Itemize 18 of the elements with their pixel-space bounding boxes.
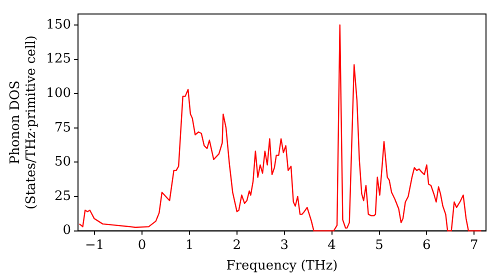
x-tick-label: 0	[138, 238, 146, 253]
y-tick-label: 150	[46, 17, 72, 32]
y-axis-title: Phonon DOS (States/THz·primitive cell)	[8, 35, 39, 210]
y-tick-label: 125	[46, 52, 72, 67]
y-tick-label: 25	[54, 188, 72, 204]
x-tick-label: 4	[328, 238, 336, 253]
x-axis-title: Frequency (THz)	[226, 258, 338, 274]
x-tick-label: 5	[375, 238, 384, 253]
x-tick-label: 7	[470, 238, 478, 253]
y-tick-label: 0	[62, 223, 72, 238]
x-tick-label: 6	[422, 238, 431, 253]
x-tick-label: −1	[85, 238, 104, 253]
y-tick-label: 50	[54, 154, 72, 170]
x-tick-label: 3	[280, 238, 289, 253]
y-tick-label: 100	[46, 86, 72, 101]
x-tick-label: 2	[232, 238, 242, 253]
y-tick-label: 75	[54, 120, 72, 136]
x-tick-label: 1	[185, 238, 194, 253]
